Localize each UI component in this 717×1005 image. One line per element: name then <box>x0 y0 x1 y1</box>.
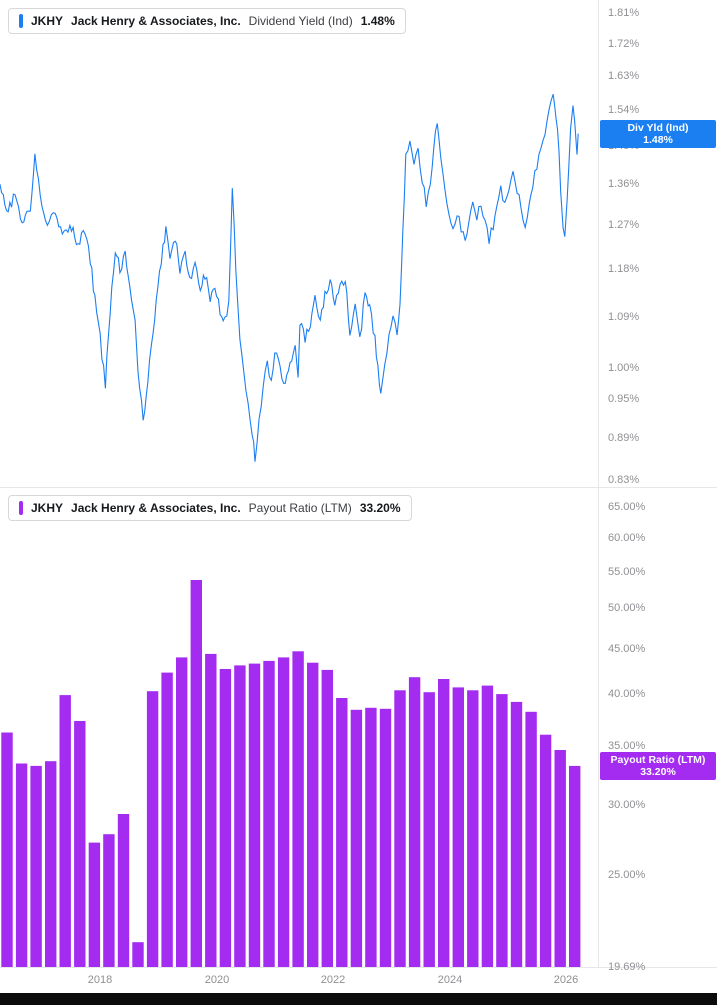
payout-bar[interactable] <box>263 660 275 967</box>
payout-bar[interactable] <box>423 692 435 967</box>
y-tick-label: 25.00% <box>608 869 646 881</box>
company-name: Jack Henry & Associates, Inc. <box>71 501 241 515</box>
y-tick-label: 1.54% <box>608 104 640 116</box>
payout-bar[interactable] <box>379 708 392 967</box>
metric-value: 1.48% <box>360 14 395 28</box>
payout-bar[interactable] <box>88 842 101 967</box>
payout-bar[interactable] <box>176 657 188 967</box>
payout-bar[interactable] <box>292 651 304 967</box>
badge-value: 33.20% <box>640 766 676 778</box>
payout-ratio-legend[interactable]: JKHY Jack Henry & Associates, Inc. Payou… <box>8 495 412 521</box>
payout-bar[interactable] <box>277 657 290 967</box>
payout-bar[interactable] <box>132 942 144 967</box>
payout-bar[interactable] <box>481 685 494 967</box>
y-tick-label: 65.00% <box>608 501 646 513</box>
y-tick-label: 55.00% <box>608 566 646 578</box>
company-name: Jack Henry & Associates, Inc. <box>71 14 241 28</box>
series-color-marker-blue <box>19 14 23 28</box>
metric-value: 33.20% <box>359 501 401 515</box>
x-tick-label: 2024 <box>437 974 463 986</box>
y-axis-line <box>598 0 599 967</box>
payout-bar[interactable] <box>554 750 566 967</box>
payout-bar[interactable] <box>408 677 421 967</box>
ticker-symbol: JKHY <box>31 501 64 515</box>
x-tick-label: 2026 <box>553 974 579 986</box>
y-tick-label: 1.81% <box>608 7 640 19</box>
payout-bar[interactable] <box>365 707 377 967</box>
dividend-yield-chart[interactable] <box>0 0 598 487</box>
panel-divider <box>0 487 717 488</box>
yield-line <box>0 94 579 462</box>
metric-name: Payout Ratio (LTM) <box>248 501 352 515</box>
payout-bar[interactable] <box>15 763 28 968</box>
payout-bar[interactable] <box>74 721 86 967</box>
payout-ratio-chart[interactable] <box>0 487 598 967</box>
payout-bar[interactable] <box>117 814 130 967</box>
y-tick-label: 0.83% <box>608 474 640 486</box>
payout-bar[interactable] <box>438 679 450 967</box>
badge-value: 1.48% <box>643 134 673 146</box>
payout-bar[interactable] <box>45 761 57 967</box>
payout-bar[interactable] <box>539 734 552 967</box>
payout-bar[interactable] <box>569 765 581 967</box>
metric-name: Dividend Yield (Ind) <box>248 14 353 28</box>
payout-bar[interactable] <box>219 669 232 967</box>
bottom-bar <box>0 993 717 1005</box>
payout-bar[interactable] <box>510 701 523 967</box>
y-tick-label: 19.69% <box>608 961 646 973</box>
y-tick-label: 0.89% <box>608 432 640 444</box>
badge-label: Payout Ratio (LTM) <box>610 754 706 766</box>
payout-bar[interactable] <box>394 690 406 967</box>
y-tick-label: 50.00% <box>608 602 646 614</box>
dividend-yield-legend[interactable]: JKHY Jack Henry & Associates, Inc. Divid… <box>8 8 406 34</box>
y-tick-label: 1.72% <box>608 38 640 50</box>
series-color-marker-purple <box>19 501 23 515</box>
ticker-symbol: JKHY <box>31 14 64 28</box>
payout-bar[interactable] <box>103 834 115 967</box>
y-tick-label: 40.00% <box>608 688 646 700</box>
x-tick-label: 2022 <box>320 974 346 986</box>
y-tick-label: 1.18% <box>608 263 640 275</box>
y-tick-label: 30.00% <box>608 799 646 811</box>
y-tick-label: 1.36% <box>608 178 640 190</box>
payout-bar[interactable] <box>190 580 202 967</box>
x-tick-label: 2018 <box>87 974 113 986</box>
payout-bar[interactable] <box>59 695 71 967</box>
payout-bar[interactable] <box>307 662 319 967</box>
y-tick-label: 1.63% <box>608 70 640 82</box>
y-tick-label: 0.95% <box>608 393 640 405</box>
y-tick-label: 35.00% <box>608 740 646 752</box>
y-tick-label: 45.00% <box>608 643 646 655</box>
payout-bar[interactable] <box>161 672 173 967</box>
y-tick-label: 1.27% <box>608 219 640 231</box>
payout-bar[interactable] <box>205 653 217 967</box>
x-tick-label: 2020 <box>204 974 230 986</box>
y-tick-label: 1.00% <box>608 362 640 374</box>
payout-bar[interactable] <box>248 663 261 967</box>
x-axis-line <box>0 967 717 968</box>
payout-bar[interactable] <box>467 690 479 967</box>
payout-bar[interactable] <box>1 732 13 968</box>
payout-bar[interactable] <box>496 694 508 967</box>
payout-bar[interactable] <box>525 711 537 967</box>
y-tick-label: 60.00% <box>608 532 646 544</box>
payout-bar[interactable] <box>452 687 464 967</box>
payout-bar[interactable] <box>350 709 363 967</box>
payout-bar[interactable] <box>234 665 246 967</box>
payout-bar[interactable] <box>30 765 42 967</box>
y-tick-label: 1.09% <box>608 311 640 323</box>
payout-bar[interactable] <box>146 691 159 967</box>
badge-label: Div Yld (Ind) <box>627 122 689 134</box>
payout-bar[interactable] <box>321 669 333 967</box>
payout-bar[interactable] <box>336 698 348 967</box>
last-value-badge-dividend-yield: Div Yld (Ind) 1.48% <box>600 120 716 148</box>
last-value-badge-payout-ratio: Payout Ratio (LTM) 33.20% <box>600 752 716 780</box>
